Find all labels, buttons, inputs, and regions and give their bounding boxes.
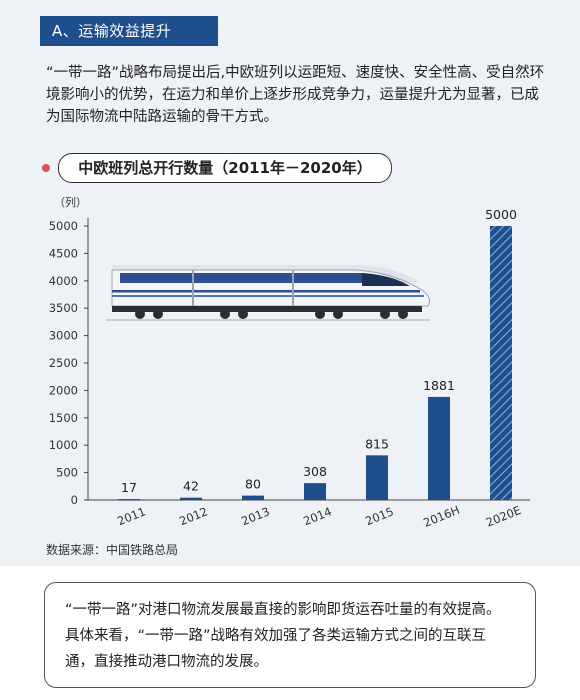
data-source: 数据来源：中国铁路总局 — [46, 543, 179, 557]
intro-paragraph: “一带一路”战略布局提出后,中欧班列以运距短、速度快、安全性高、受自然环境影响小… — [46, 65, 545, 125]
y-tick-label: 2500 — [49, 356, 78, 370]
x-tick-label: 2020E — [484, 503, 523, 530]
bar-value-label: 80 — [245, 477, 261, 492]
y-tick-label: 500 — [56, 466, 78, 480]
bar-2012 — [180, 497, 202, 500]
bar-value-label: 5000 — [485, 207, 517, 222]
bar-value-label: 308 — [303, 464, 327, 479]
x-tick-label: 2012 — [177, 504, 209, 528]
x-tick-label: 2015 — [363, 504, 395, 528]
bar-2013 — [242, 495, 264, 500]
summary-note: “一带一路”对港口物流发展最直接的影响即货运吞吐量的有效提高。具体来看，“一带一… — [44, 582, 536, 688]
x-tick-label: 2016H — [421, 503, 461, 530]
bar-value-label: 1881 — [423, 378, 455, 393]
y-tick-label: 3500 — [49, 301, 78, 315]
bar-value-label: 815 — [365, 436, 389, 451]
bar-value-label: 17 — [121, 480, 137, 495]
y-tick-label: 3000 — [49, 329, 78, 343]
chart-title: 中欧班列总开行数量（2011年－2020年） — [58, 153, 392, 183]
bar-2020E — [490, 226, 512, 500]
y-tick-label: 2000 — [49, 383, 78, 397]
bar-2014 — [304, 483, 326, 500]
x-tick-label: 2014 — [301, 504, 333, 528]
bar-2016H — [428, 396, 450, 500]
section-tag: A、运输效益提升 — [40, 16, 218, 46]
y-axis-unit: （列） — [54, 195, 87, 209]
x-tick-label: 2013 — [239, 504, 271, 528]
bullet-dot — [42, 164, 50, 172]
y-tick-label: 5000 — [49, 219, 78, 233]
y-tick-label: 1500 — [49, 411, 78, 425]
train-illustration — [106, 265, 430, 321]
x-tick-label: 2011 — [115, 504, 147, 528]
y-tick-label: 1000 — [49, 438, 78, 452]
y-tick-label: 4000 — [49, 274, 78, 288]
y-tick-label: 4500 — [49, 246, 78, 260]
bar-2015 — [366, 455, 388, 500]
bar-2011 — [118, 499, 140, 501]
y-tick-label: 0 — [71, 493, 78, 507]
bar-chart: （列） 0 500 1000 1500 2000 2500 3000 3500 4000 4500 5… — [49, 195, 530, 530]
bar-value-label: 42 — [183, 479, 199, 494]
